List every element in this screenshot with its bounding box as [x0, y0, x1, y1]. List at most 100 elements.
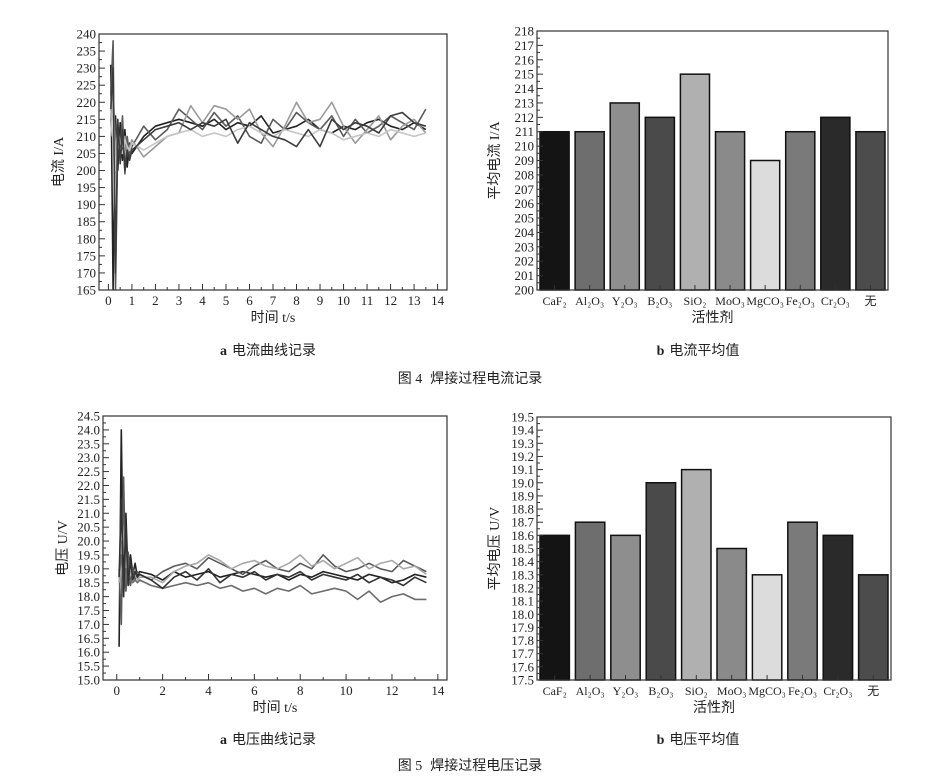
y-tick-label: 225 [77, 78, 97, 93]
x-tick-label: 10 [337, 293, 350, 308]
x-tick-label: Y₂O₃ [613, 684, 639, 698]
y-tick-label: 18.3 [511, 567, 534, 582]
bar-2 [574, 521, 606, 681]
y-tick-label: 18.4 [511, 554, 534, 569]
series-line-4 [110, 101, 427, 172]
x-tick-label: 4 [205, 683, 212, 698]
bar-3 [610, 534, 641, 681]
y-tick-label: 200 [515, 283, 535, 298]
y-tick-label: 18.0 [77, 589, 100, 604]
y-tick-label: 204 [515, 225, 535, 240]
x-axis-label: 活性剂 [693, 700, 735, 716]
series-line-5 [110, 67, 427, 274]
y-tick-label: 195 [77, 180, 97, 195]
y-tick-label: 209 [515, 153, 535, 168]
x-tick-label: Al₂O₃ [575, 294, 604, 308]
y-tick-label: 18.5 [511, 541, 534, 556]
caption-fig4-a: a 电流曲线记录 [220, 344, 316, 359]
y-tick-label: 15.0 [77, 673, 100, 688]
series-line-3 [110, 84, 427, 158]
y-tick-label: 17.6 [511, 659, 534, 674]
bar-6 [714, 130, 746, 291]
y-tick-label: 19.2 [511, 449, 534, 464]
x-tick-label: Cr₂O₃ [821, 294, 850, 308]
y-tick-label: 200 [77, 163, 97, 178]
y-tick-label: 208 [515, 167, 535, 182]
y-tick-label: 21.0 [77, 506, 100, 521]
x-tick-label: MgCO₃ [746, 294, 784, 308]
bar-3 [609, 102, 641, 291]
y-axis-label: 电流 I/A [51, 136, 67, 187]
plot-frame [536, 416, 892, 681]
y-tick-label: 185 [77, 214, 97, 229]
y-tick-label: 218 [515, 24, 535, 39]
y-tick-label: 18.0 [511, 607, 534, 622]
x-tick-label: 无 [867, 684, 879, 698]
x-tick-label: Fe₂O₃ [788, 684, 817, 698]
voltage-mean-chart: CaF₂ Al₂O₃ Y₂O₃ B₂O₃ SiO₂ MoO₃ MgCO₃ Fe₂O₃ Cr₂O₃… [487, 410, 892, 716]
y-tick-label: 20.0 [77, 534, 100, 549]
x-axis-label: 活性剂 [692, 310, 734, 326]
voltage-curve-chart: 0 2 4 6 8 10 12 1415.015.516.016.517.017.518.01… [55, 409, 448, 716]
y-tick-label: 19.0 [77, 561, 100, 576]
x-tick-label: 8 [293, 293, 300, 308]
x-tick-label: 12 [384, 293, 397, 308]
plot-frame [536, 30, 889, 291]
bar-4 [645, 482, 677, 681]
y-tick-label: 19.3 [511, 436, 534, 451]
bar-7 [749, 159, 781, 291]
series-line-2 [110, 39, 427, 290]
x-tick-label: Al₂O₃ [576, 684, 605, 698]
bar-8 [787, 521, 818, 681]
x-tick-label: B₂O₃ [647, 294, 672, 308]
x-tick-label: 12 [385, 683, 398, 698]
x-tick-label: B₂O₃ [648, 684, 673, 698]
x-tick-label: 10 [340, 683, 353, 698]
bar-1 [539, 534, 571, 681]
series-line-5 [118, 498, 427, 598]
x-tick-label: 0 [114, 683, 121, 698]
y-tick-label: 24.0 [77, 422, 100, 437]
y-axis-label: 平均电流 I/A [487, 121, 503, 200]
y-tick-label: 180 [77, 231, 97, 246]
x-tick-label: 11 [361, 293, 374, 308]
x-tick-label: 14 [431, 683, 445, 698]
bar-9 [822, 534, 854, 681]
y-tick-label: 15.5 [77, 659, 100, 674]
y-tick-label: 214 [515, 81, 535, 96]
y-tick-label: 18.7 [511, 515, 534, 530]
y-tick-label: 23.0 [77, 450, 100, 465]
x-tick-label: CaF₂ [543, 684, 567, 698]
y-tick-label: 201 [515, 268, 535, 283]
x-tick-label: 14 [431, 293, 445, 308]
y-tick-label: 22.0 [77, 478, 100, 493]
current-mean-chart: CaF₂ Al₂O₃ Y₂O₃ B₂O₃ SiO₂ MoO₃ MgCO₃ Fe₂O₃ Cr₂O₃… [487, 24, 889, 326]
y-tick-label: 19.0 [511, 475, 534, 490]
caption-fig5-b: b 电压平均值 [656, 733, 740, 748]
y-tick-label: 17.7 [511, 646, 534, 661]
y-axis-label: 电压 U/V [55, 520, 71, 576]
y-tick-label: 206 [515, 196, 535, 211]
caption-fig4: 图 4 焊接过程电流记录 [397, 372, 543, 387]
y-tick-label: 212 [515, 110, 535, 125]
x-tick-label: 8 [297, 683, 304, 698]
y-tick-label: 211 [515, 124, 534, 139]
x-tick-label: MoO₃ [715, 294, 745, 308]
x-axis-label: 时间 t/s [253, 700, 298, 716]
y-tick-label: 216 [515, 52, 535, 67]
series-line-1 [110, 64, 427, 290]
y-tick-label: 235 [77, 44, 97, 59]
y-tick-label: 203 [515, 239, 535, 254]
y-tick-label: 17.5 [77, 603, 100, 618]
caption-fig5: 图 5 焊接过程电压记录 [397, 759, 543, 774]
y-tick-label: 213 [515, 95, 535, 110]
y-tick-label: 17.9 [511, 620, 534, 635]
series-line-1 [118, 429, 427, 647]
x-tick-label: 13 [408, 293, 421, 308]
bar-10 [855, 130, 886, 291]
y-axis-label: 平均电压 U/V [487, 507, 503, 591]
bar-7 [751, 574, 783, 681]
y-tick-label: 202 [515, 254, 535, 269]
y-tick-label: 17.0 [77, 617, 100, 632]
y-tick-label: 165 [77, 283, 97, 298]
